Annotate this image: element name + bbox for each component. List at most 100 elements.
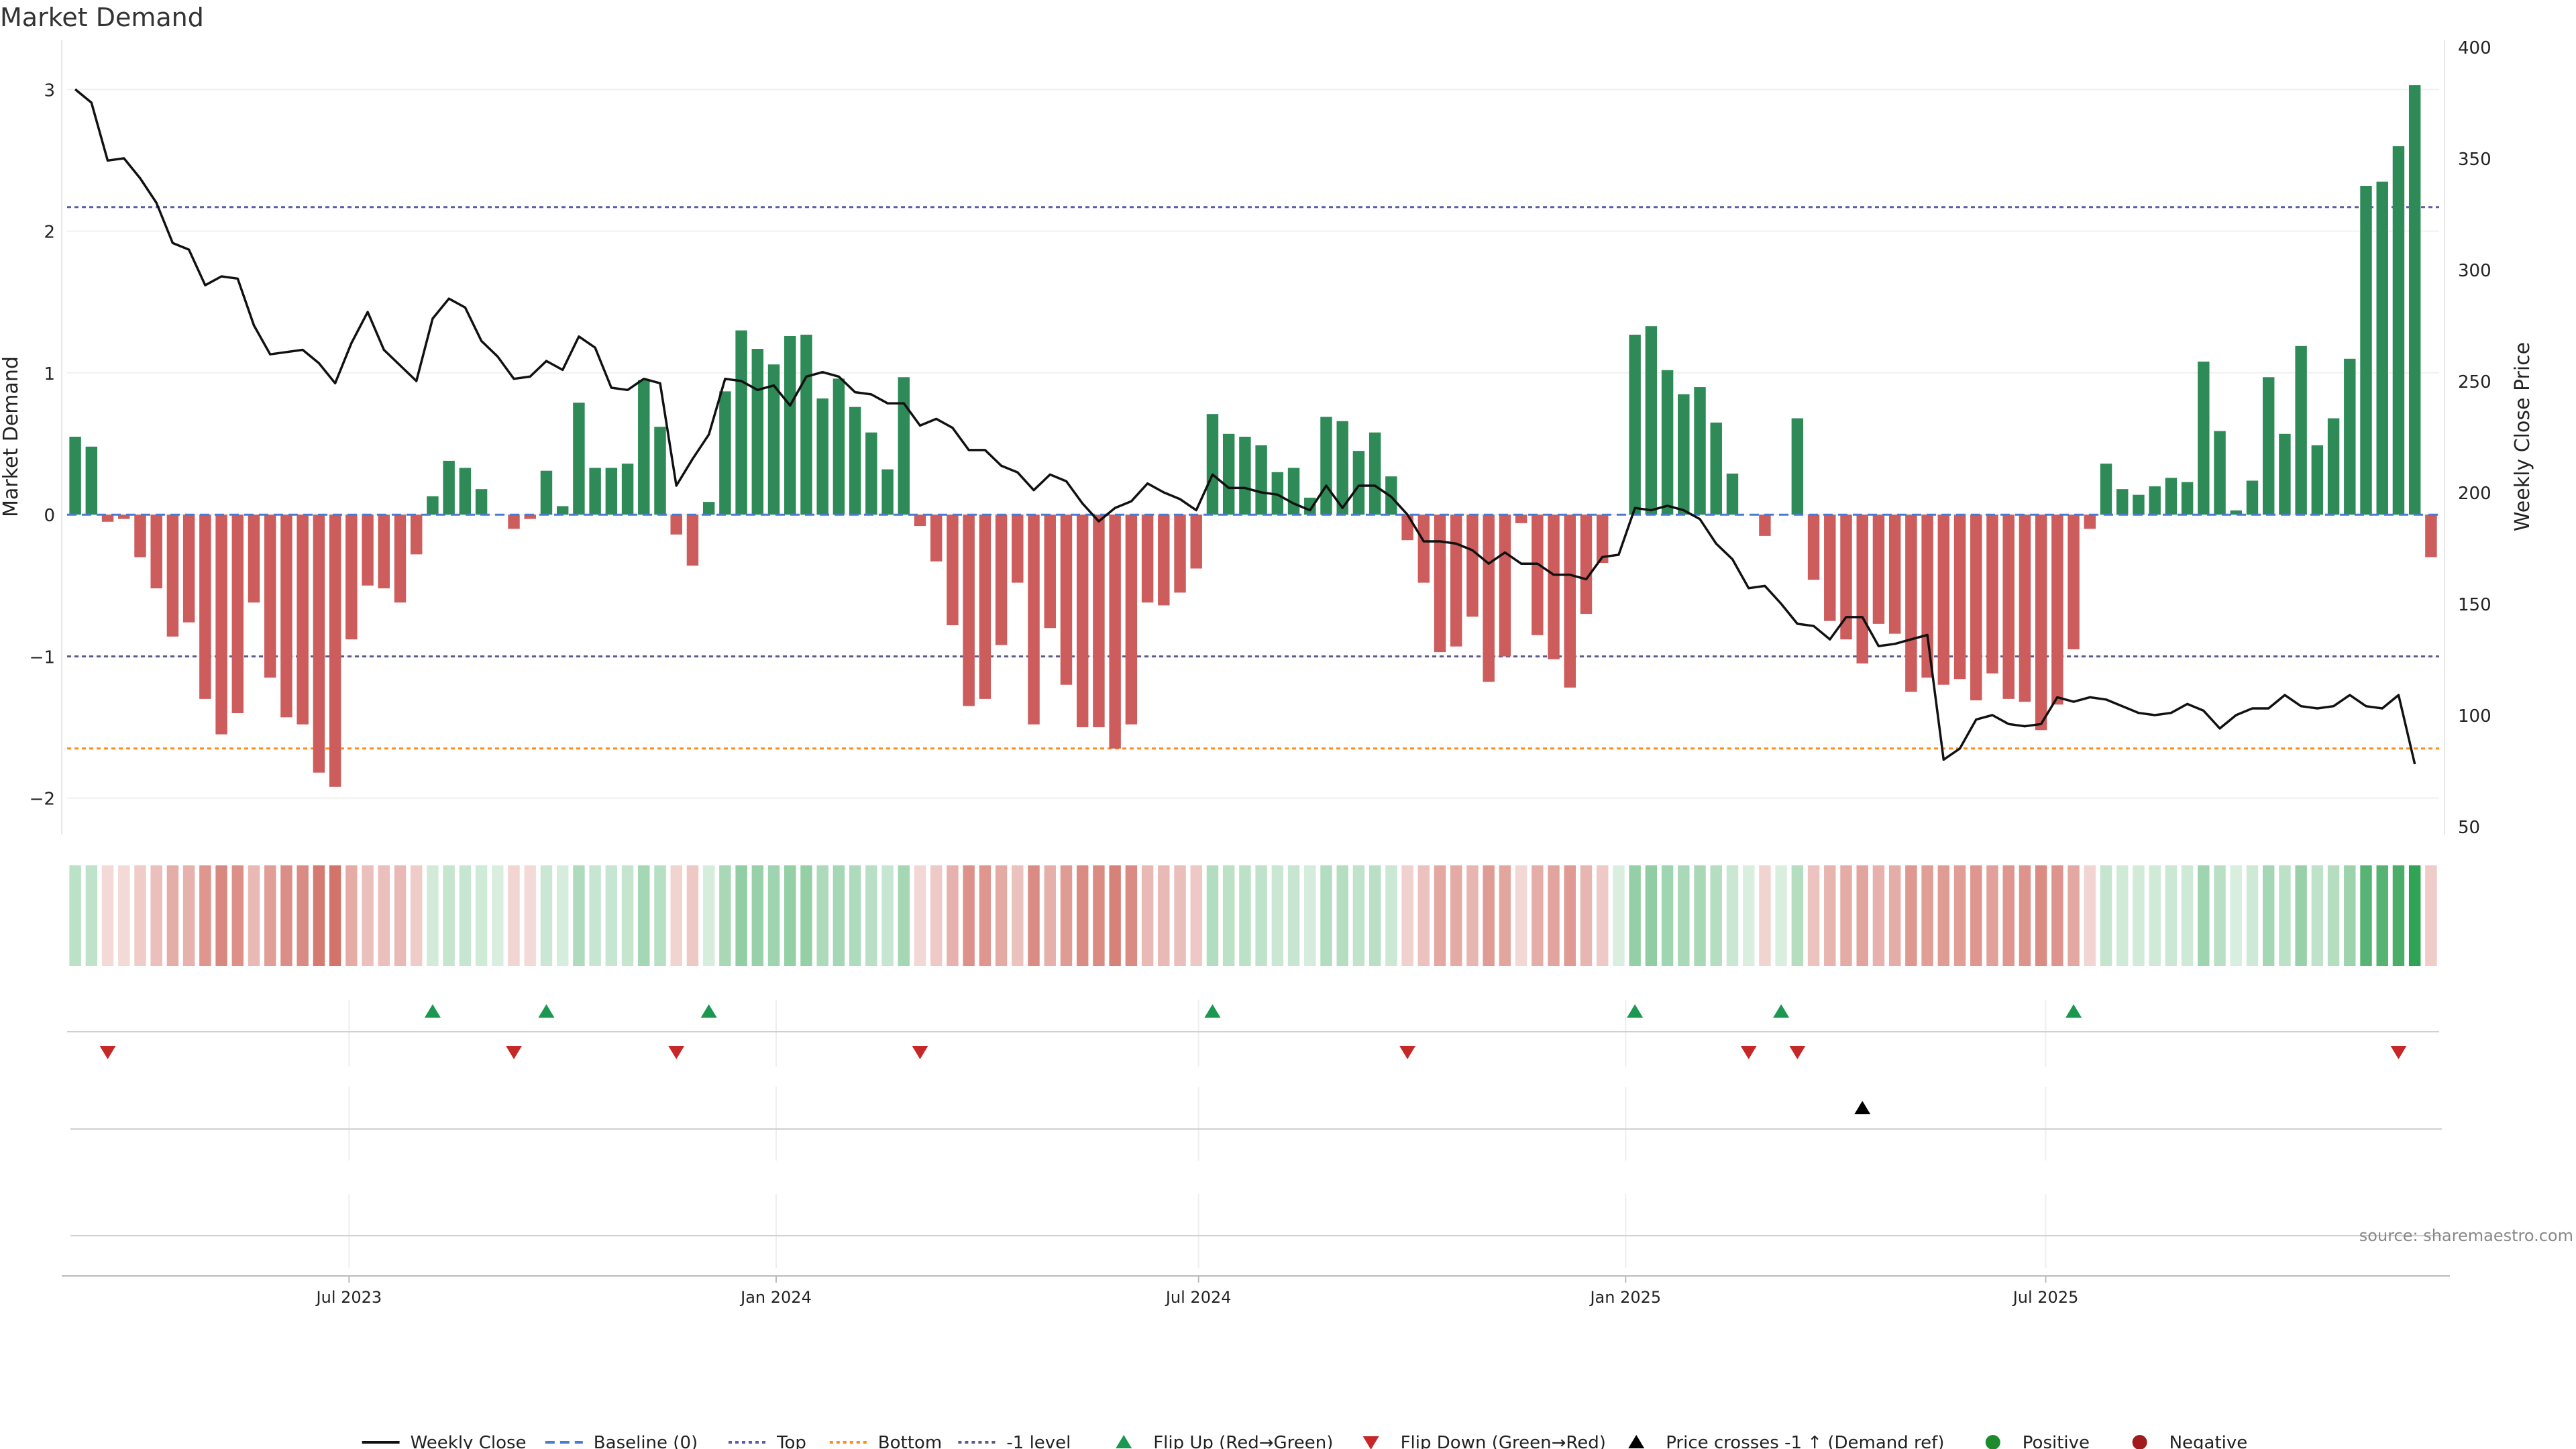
heat-strip-cell: [1418, 865, 1430, 966]
heat-strip-cell: [2377, 865, 2388, 966]
heat-strip-cell: [1905, 865, 1917, 966]
demand-bar-negative: [1857, 515, 1868, 663]
demand-bar-negative: [1889, 515, 1900, 633]
demand-bar-negative: [914, 515, 926, 526]
demand-bar-negative: [345, 515, 357, 639]
demand-bar-negative: [183, 515, 195, 623]
demand-bar-positive: [2279, 434, 2290, 515]
demand-bar-negative: [1450, 515, 1462, 646]
demand-bar-negative: [1954, 515, 1966, 679]
demand-bar-negative: [1921, 515, 1933, 678]
legend-label: Negative: [2169, 1433, 2248, 1449]
heat-strip-cell: [1466, 865, 1478, 966]
heat-strip-cell: [541, 865, 552, 966]
demand-bar-positive: [849, 407, 861, 515]
heat-strip-cell: [881, 865, 893, 966]
heat-strip-cell: [1483, 865, 1494, 966]
legend-item: Price crosses -1 ↑ (Demand ref): [1628, 1433, 1944, 1449]
heat-strip-cell: [118, 865, 129, 966]
heat-strip-cell: [654, 865, 665, 966]
demand-bar-negative: [2051, 515, 2063, 704]
heat-strip-cell: [573, 865, 584, 966]
y-tick-label-left: 2: [44, 223, 55, 243]
heat-strip-cell: [1792, 865, 1803, 966]
legend-item: Flip Down (Green→Red): [1363, 1433, 1606, 1449]
heat-strip-cell: [1272, 865, 1283, 966]
demand-bar-negative: [150, 515, 162, 588]
heat-strip-cell: [898, 865, 910, 966]
heat-strip-cell: [476, 865, 487, 966]
heat-strip-cell: [1336, 865, 1348, 966]
heat-strip-cell: [2035, 865, 2047, 966]
heat-strip-cell: [1239, 865, 1250, 966]
heat-strip-cell: [2312, 865, 2323, 966]
heat-strip-cell: [1028, 865, 1039, 966]
demand-bar-positive: [2344, 359, 2355, 515]
heat-strip-cell: [297, 865, 308, 966]
flip-down-marker: [1741, 1046, 1757, 1059]
demand-bar-positive: [1239, 437, 1250, 515]
heat-strip-cell: [816, 865, 828, 966]
demand-bar-positive: [719, 391, 731, 515]
flip-down-marker: [912, 1046, 928, 1059]
demand-bar-positive: [2360, 186, 2371, 515]
demand-bar-negative: [1044, 515, 1056, 628]
heat-strip-cell: [1207, 865, 1218, 966]
demand-bar-negative: [1986, 515, 1998, 674]
heat-strip-cell: [1061, 865, 1072, 966]
demand-bar-negative: [1970, 515, 1982, 700]
demand-bar-negative: [411, 515, 422, 554]
demand-bar-positive: [833, 378, 845, 515]
heat-strip-cell: [1288, 865, 1299, 966]
heat-strip-cell: [167, 865, 178, 966]
heat-strip-cell: [1158, 865, 1169, 966]
flip-down-marker: [1789, 1046, 1805, 1059]
legend-label: Weekly Close: [411, 1433, 527, 1449]
heat-strip-cell: [1434, 865, 1446, 966]
demand-bar-negative: [394, 515, 406, 602]
demand-bar-negative: [963, 515, 974, 706]
demand-bar-negative: [1808, 515, 1819, 580]
heat-strip-cell: [1304, 865, 1316, 966]
demand-bar-positive: [541, 471, 552, 515]
demand-bar-negative: [1126, 515, 1137, 724]
heat-strip-cell: [703, 865, 714, 966]
heat-strip-cell: [963, 865, 974, 966]
heat-strip-cell: [183, 865, 195, 966]
demand-bar-negative: [1401, 515, 1413, 540]
heat-strip-cell: [378, 865, 390, 966]
demand-bar-positive: [2328, 419, 2339, 515]
flip-up-marker: [701, 1004, 717, 1018]
legend-item: Top: [729, 1433, 806, 1449]
heat-strip-cell: [2133, 865, 2144, 966]
legend-item: -1 level: [958, 1433, 1071, 1449]
demand-bar-negative: [1418, 515, 1430, 582]
y-tick-label-right: 400: [2458, 38, 2491, 58]
heat-strip-cell: [849, 865, 861, 966]
heat-strip-cell: [1564, 865, 1576, 966]
heat-strip-cell: [1840, 865, 1851, 966]
heat-strip-cell: [492, 865, 503, 966]
demand-bar-positive: [1678, 394, 1689, 515]
demand-bar-negative: [1499, 515, 1511, 656]
heat-strip-cell: [1012, 865, 1023, 966]
demand-bar-negative: [2084, 515, 2096, 529]
demand-bar-positive: [2149, 486, 2160, 515]
demand-bar-positive: [1223, 434, 1234, 515]
demand-bar-negative: [1158, 515, 1169, 605]
y-axis-title-left: Market Demand: [0, 356, 23, 517]
heat-strip-cell: [1646, 865, 1657, 966]
demand-bar-negative: [979, 515, 991, 699]
legend-item: Bottom: [830, 1433, 942, 1449]
legend-swatch: [1628, 1435, 1644, 1448]
demand-bar-negative: [1028, 515, 1039, 724]
heat-strip-cell: [1970, 865, 1982, 966]
heat-strip-cell: [1093, 865, 1104, 966]
demand-bar-positive: [427, 496, 438, 515]
demand-bar-negative: [232, 515, 244, 713]
heat-strip-cell: [2214, 865, 2225, 966]
legend-label: Price crosses -1 ↑ (Demand ref): [1666, 1433, 1944, 1449]
flip-down-marker: [506, 1046, 522, 1059]
heat-strip-cell: [996, 865, 1007, 966]
heat-strip-cell: [1401, 865, 1413, 966]
